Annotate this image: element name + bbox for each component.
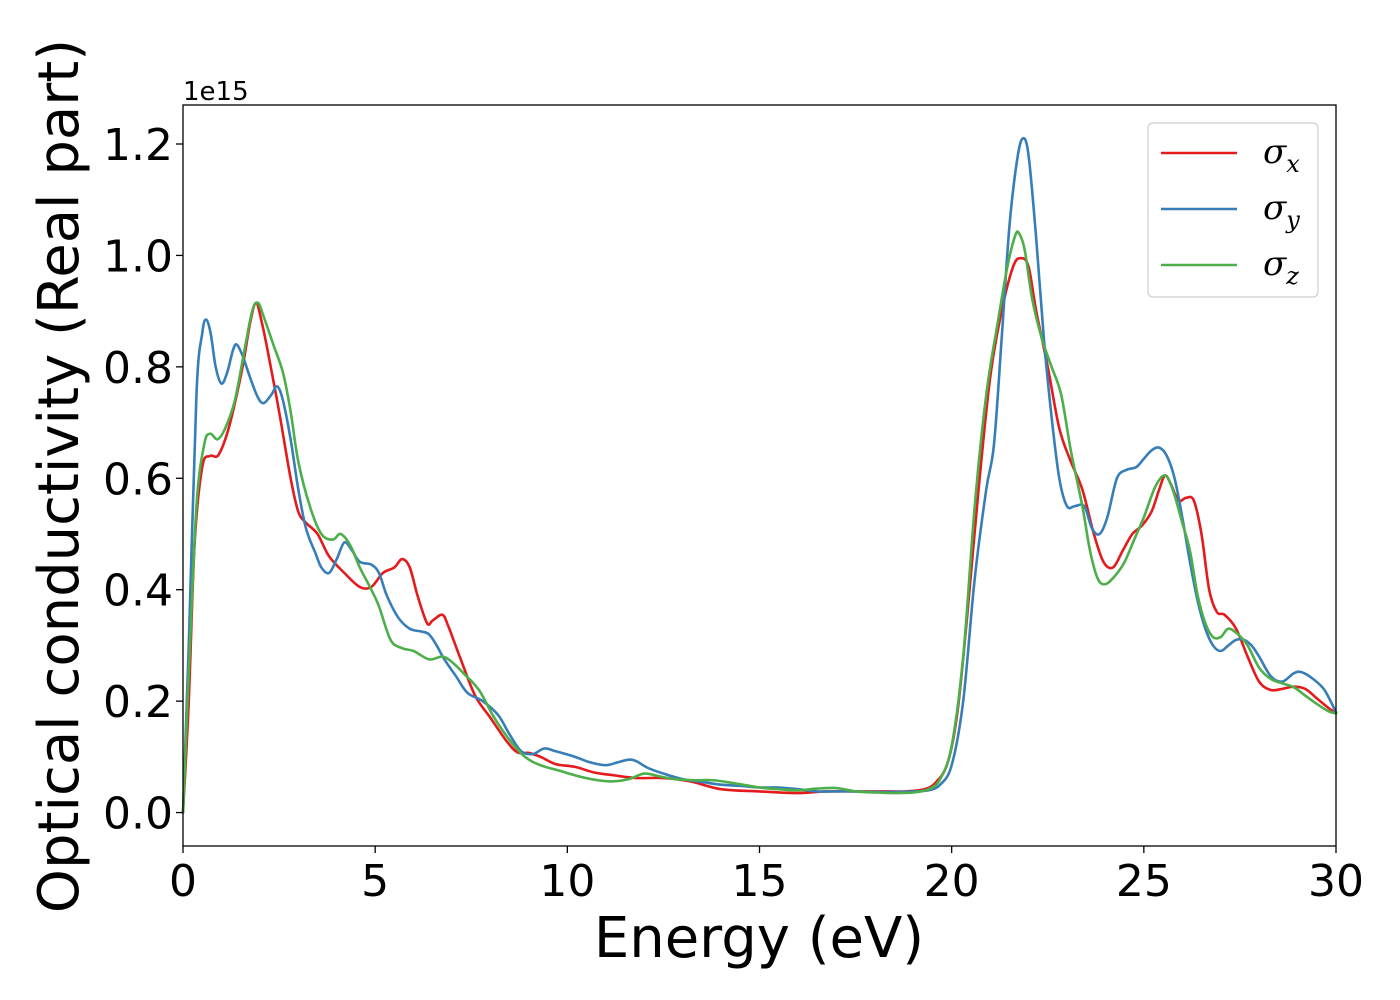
y-tick-label: 1.0: [103, 231, 173, 282]
x-tick-label: 0: [169, 856, 197, 907]
legend-label-x: σx: [1263, 132, 1300, 178]
y-tick-label: 1.2: [103, 120, 173, 171]
x-tick-label: 15: [732, 856, 788, 907]
plot-background: [183, 105, 1336, 846]
legend: σx σy σz: [1147, 122, 1319, 298]
y-axis: 0.0 0.2 0.4 0.6 0.8 1.0 1.2: [103, 120, 183, 840]
series-layer: [181, 136, 1338, 814]
y-tick-label: 0.6: [103, 454, 173, 505]
y-offset-text: 1e15: [183, 77, 249, 107]
x-axis: 0 5 10 15 20 25 30: [169, 846, 1364, 907]
x-tick-label: 30: [1308, 856, 1364, 907]
y-tick-label: 0.4: [103, 566, 173, 617]
legend-label-y: σy: [1263, 188, 1300, 234]
x-axis-title: Energy (eV): [594, 906, 924, 971]
y-tick-label: 0.8: [103, 343, 173, 394]
y-tick-label: 0.2: [103, 677, 173, 728]
x-tick-label: 25: [1116, 856, 1172, 907]
legend-label-z: σz: [1263, 244, 1299, 290]
x-tick-label: 5: [361, 856, 389, 907]
y-tick-label: 0.0: [103, 789, 173, 840]
x-tick-label: 20: [924, 856, 980, 907]
x-tick-label: 10: [539, 856, 595, 907]
series-line-z: [181, 230, 1338, 814]
y-axis-title: Optical conductivity (Real part): [27, 39, 92, 913]
